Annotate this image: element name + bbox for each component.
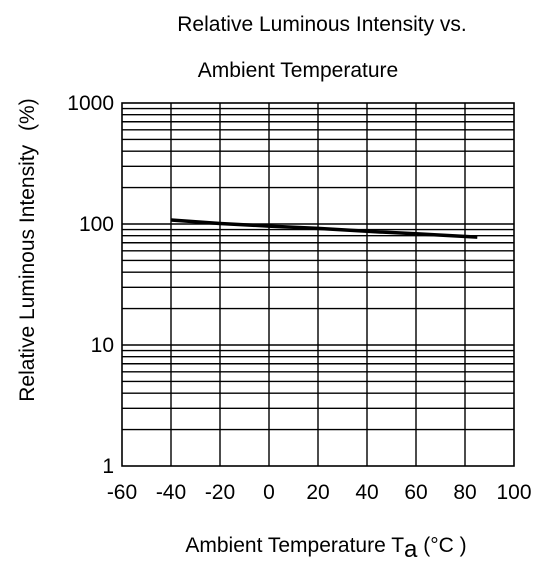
- x-axis-label-unit: (°C ): [417, 534, 466, 557]
- y-tick-labels: 1 10 100 1000: [67, 92, 114, 478]
- x-axis-label: Ambient Temperature Ta (°C ): [185, 534, 466, 563]
- y-axis-label-text: Relative Luminous Intensity: [16, 144, 39, 401]
- y-tick-label: 1000: [67, 92, 114, 115]
- x-axis-label-subscript: a: [404, 536, 418, 563]
- y-axis-label-unit: (%): [16, 98, 39, 131]
- chart-title-line-2: Ambient Temperature: [198, 59, 398, 82]
- x-tick-label: 40: [355, 481, 378, 504]
- y-axis-label: Relative Luminous Intensity (%): [16, 98, 39, 401]
- plot-frame: [121, 102, 515, 467]
- y-tick-label: 100: [79, 213, 114, 236]
- y-tick-label: 1: [102, 455, 114, 478]
- x-tick-label: -40: [156, 481, 186, 504]
- x-axis-label-text: Ambient Temperature T: [185, 534, 404, 557]
- series-group: [170, 218, 478, 239]
- x-tick-label: 100: [496, 481, 531, 504]
- x-tick-label: 0: [263, 481, 275, 504]
- x-tick-label: 80: [453, 481, 476, 504]
- x-tick-label: -60: [107, 481, 137, 504]
- x-tick-labels: -60 -40 -20 0 20 40 60 80 100: [107, 481, 532, 504]
- x-tick-label: 60: [404, 481, 427, 504]
- x-tick-label: -20: [205, 481, 235, 504]
- series-line: [170, 218, 478, 239]
- chart-title-line-1: Relative Luminous Intensity vs.: [177, 13, 466, 36]
- y-tick-label: 10: [91, 334, 114, 357]
- grid: [121, 102, 515, 467]
- x-tick-label: 20: [306, 481, 329, 504]
